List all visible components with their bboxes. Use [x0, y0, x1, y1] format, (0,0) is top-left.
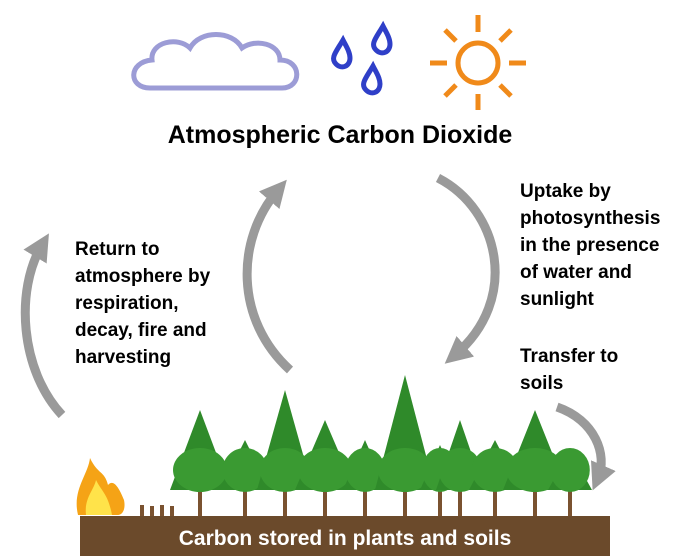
ground-label: Carbon stored in plants and soils	[179, 527, 512, 550]
transfer-label: Transfer to soils	[520, 346, 618, 394]
label-line: respiration,	[75, 293, 178, 314]
water-drops-icon	[334, 26, 390, 93]
page: {"title": "Atmospheric Carbon Dioxide", …	[0, 0, 688, 556]
label-line: of water and	[520, 262, 632, 283]
tree-crown	[298, 448, 352, 492]
label-line: in the presence	[520, 235, 659, 256]
forest	[170, 375, 592, 516]
label-line: decay, fire and	[75, 320, 207, 341]
label-line: soils	[520, 373, 563, 394]
return-label: Return to atmosphere by respiration, decay,…	[75, 239, 211, 368]
carbon-cycle-diagram: Atmospheric Carbon Dioxide Carbon stored…	[0, 0, 688, 556]
label-line: Transfer to	[520, 346, 618, 367]
cloud-icon	[134, 35, 297, 89]
label-line: Uptake by	[520, 181, 611, 202]
fire-icon	[77, 458, 174, 516]
tree-crown	[173, 448, 227, 492]
sun-icon	[430, 15, 526, 110]
label-line: photosynthesis	[520, 208, 660, 229]
uptake-label: Uptake by photosynthesis in the presence of…	[520, 181, 660, 310]
title: Atmospheric Carbon Dioxide	[168, 121, 513, 149]
label-line: Return to	[75, 239, 159, 260]
label-line: atmosphere by	[75, 266, 211, 287]
tree-crown	[550, 448, 590, 492]
label-line: sunlight	[520, 289, 595, 310]
label-line: harvesting	[75, 347, 171, 368]
